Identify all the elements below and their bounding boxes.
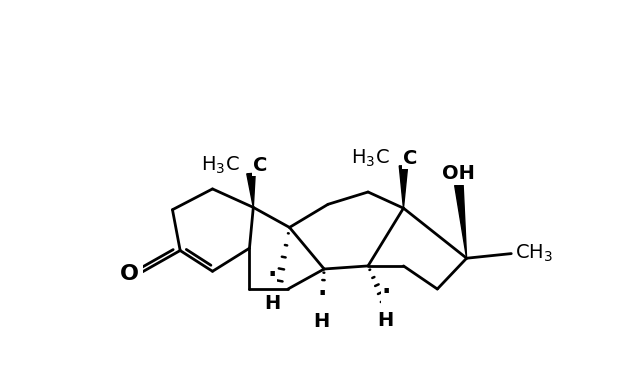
- Text: O: O: [120, 263, 140, 284]
- Polygon shape: [247, 173, 255, 208]
- Text: $\mathsf{H_3C}$: $\mathsf{H_3C}$: [201, 155, 239, 177]
- Polygon shape: [399, 166, 408, 208]
- Text: OH: OH: [442, 164, 476, 183]
- Text: H: H: [378, 311, 394, 330]
- Text: ·: ·: [381, 280, 390, 304]
- Text: ·: ·: [268, 263, 277, 287]
- Text: C: C: [403, 149, 418, 167]
- Text: C: C: [253, 156, 268, 175]
- Text: $\mathsf{H_3C}$: $\mathsf{H_3C}$: [351, 148, 390, 169]
- Text: H: H: [264, 294, 281, 313]
- Text: H: H: [314, 312, 330, 331]
- Polygon shape: [454, 185, 467, 258]
- Text: $\mathsf{CH_3}$: $\mathsf{CH_3}$: [515, 243, 553, 264]
- Text: ·: ·: [317, 282, 326, 306]
